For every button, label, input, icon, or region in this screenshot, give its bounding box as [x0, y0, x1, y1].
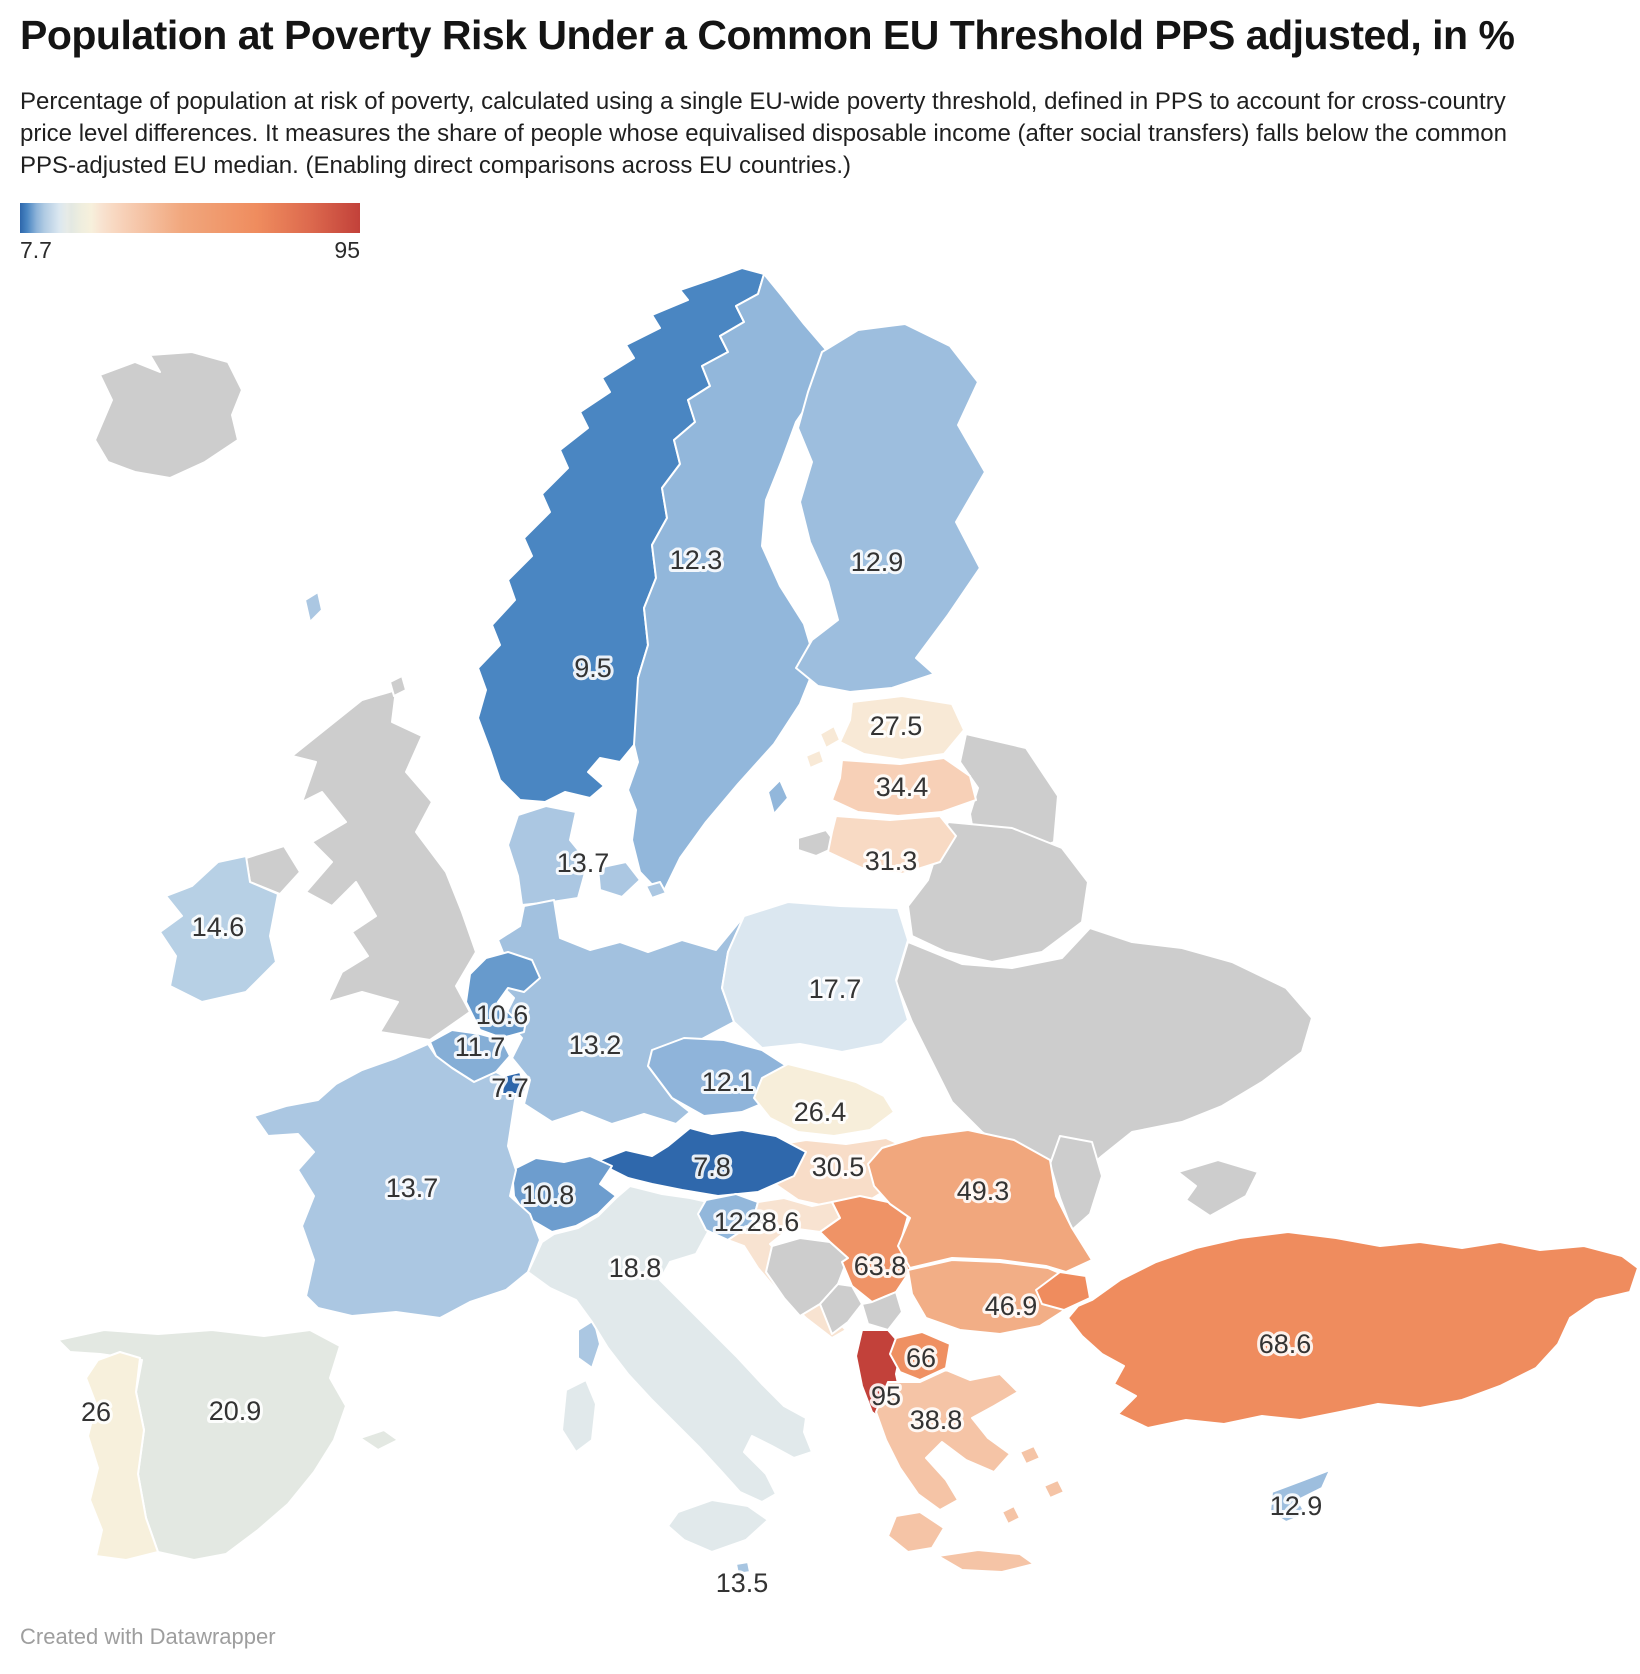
- country-ukraine[interactable]: [1177, 1159, 1259, 1217]
- country-value-label: 12.3: [670, 545, 723, 575]
- country-value-label: 10.8: [522, 1180, 575, 1210]
- country-value-label: 49.3: [957, 1176, 1010, 1206]
- country-value-label: 30.5: [812, 1152, 865, 1182]
- country-malta[interactable]: [735, 1561, 751, 1575]
- country-uk[interactable]: [291, 689, 477, 1041]
- country-value-label: 95: [871, 1381, 901, 1411]
- country-greece[interactable]: [875, 1369, 1019, 1511]
- legend-gradient-bar: [20, 203, 360, 233]
- country-value-label: 11.7: [455, 1032, 506, 1062]
- country-value-label: 10.6: [476, 1000, 529, 1030]
- country-value-label: 13.5: [716, 1568, 769, 1596]
- country-value-label: 26.4: [794, 1097, 847, 1127]
- country-greece[interactable]: [887, 1511, 945, 1553]
- country-ukraine[interactable]: [895, 927, 1313, 1183]
- country-value-label: 66: [906, 1343, 936, 1373]
- country-netherlands[interactable]: [465, 951, 541, 1039]
- country-greece[interactable]: [1019, 1445, 1041, 1465]
- color-legend: 7.7 95: [20, 203, 360, 264]
- country-cyprus[interactable]: [1269, 1469, 1331, 1523]
- country-denmark[interactable]: [507, 805, 589, 906]
- country-germany[interactable]: [495, 899, 745, 1125]
- country-kosovo[interactable]: [861, 1291, 903, 1331]
- country-turkey[interactable]: [1067, 1231, 1639, 1429]
- country-value-label: 12.1: [702, 1067, 755, 1097]
- country-value-label: 7.7: [491, 1073, 529, 1103]
- country-estonia[interactable]: [819, 725, 841, 749]
- europe-choropleth-map: 9.5 12.3 12.9 27.5 34.4 31.3 13.7 14.6 10.611.7 7…: [57, 267, 1639, 1596]
- country-value-label: 9.5: [574, 653, 612, 683]
- country-greece[interactable]: [1001, 1505, 1021, 1525]
- country-value-label: 34.4: [876, 772, 929, 802]
- country-sweden[interactable]: [627, 273, 829, 896]
- country-uk[interactable]: [389, 675, 407, 697]
- country-value-label: 17.7: [809, 974, 862, 1004]
- page-title: Population at Poverty Risk Under a Commo…: [20, 12, 1515, 58]
- country-value-label: 38.8: [910, 1405, 963, 1435]
- country-value-label: 18.8: [609, 1253, 662, 1283]
- country-greece[interactable]: [1043, 1479, 1065, 1499]
- country-value-label: 12.9: [1270, 1491, 1323, 1521]
- country-value-label: 68.6: [1259, 1329, 1312, 1359]
- country-portugal[interactable]: [85, 1351, 159, 1561]
- country-value-label: 13.7: [557, 848, 610, 878]
- country-value-label: 13.2: [569, 1030, 622, 1060]
- country-denmark[interactable]: [597, 861, 641, 898]
- country-value-label: 13.7: [386, 1173, 439, 1203]
- country-poland[interactable]: [721, 901, 909, 1053]
- country-value-label: 27.5: [870, 711, 923, 741]
- country-finland[interactable]: [795, 323, 986, 693]
- legend-min-label: 7.7: [20, 237, 52, 263]
- country-estonia[interactable]: [839, 695, 965, 761]
- country-italy[interactable]: [561, 1379, 597, 1453]
- country-value-label: 7.8: [693, 1152, 731, 1182]
- country-value-label: 12.3: [714, 1207, 767, 1237]
- country-value-label: 46.9: [985, 1291, 1038, 1321]
- country-italy[interactable]: [527, 1185, 813, 1503]
- country-value-label: 31.3: [865, 846, 918, 876]
- country-estonia[interactable]: [805, 749, 825, 769]
- country-greece[interactable]: [937, 1549, 1035, 1573]
- country-slovakia[interactable]: [753, 1063, 895, 1137]
- chart-subtitle: Percentage of population at risk of pove…: [20, 88, 1507, 179]
- country-sweden[interactable]: [767, 779, 789, 815]
- country-latvia[interactable]: [831, 757, 977, 817]
- country-value-label: 20.9: [209, 1396, 262, 1426]
- datawrapper-credit-link[interactable]: Created with Datawrapper: [20, 1624, 276, 1649]
- country-italy[interactable]: [667, 1499, 769, 1553]
- country-austria[interactable]: [599, 1127, 807, 1197]
- country-belarus[interactable]: [907, 821, 1089, 963]
- country-romania[interactable]: [867, 1129, 1093, 1273]
- country-north-macedonia[interactable]: [889, 1331, 951, 1381]
- country-turkey[interactable]: [1035, 1271, 1091, 1311]
- country-value-label: 63.8: [854, 1251, 907, 1281]
- country-denmark[interactable]: [304, 591, 323, 623]
- country-value-label: 14.6: [192, 912, 245, 942]
- country-value-label: 26: [81, 1397, 111, 1427]
- country-ireland[interactable]: [159, 855, 279, 1003]
- country-iceland[interactable]: [94, 351, 243, 479]
- country-value-label: 28.6: [747, 1207, 800, 1237]
- country-spain[interactable]: [359, 1429, 399, 1451]
- country-lithuania[interactable]: [827, 815, 957, 875]
- country-france[interactable]: [253, 1043, 541, 1319]
- legend-max-label: 95: [334, 237, 360, 263]
- country-denmark[interactable]: [645, 881, 667, 899]
- country-bulgaria[interactable]: [907, 1259, 1081, 1335]
- country-value-label: 12.9: [851, 547, 904, 577]
